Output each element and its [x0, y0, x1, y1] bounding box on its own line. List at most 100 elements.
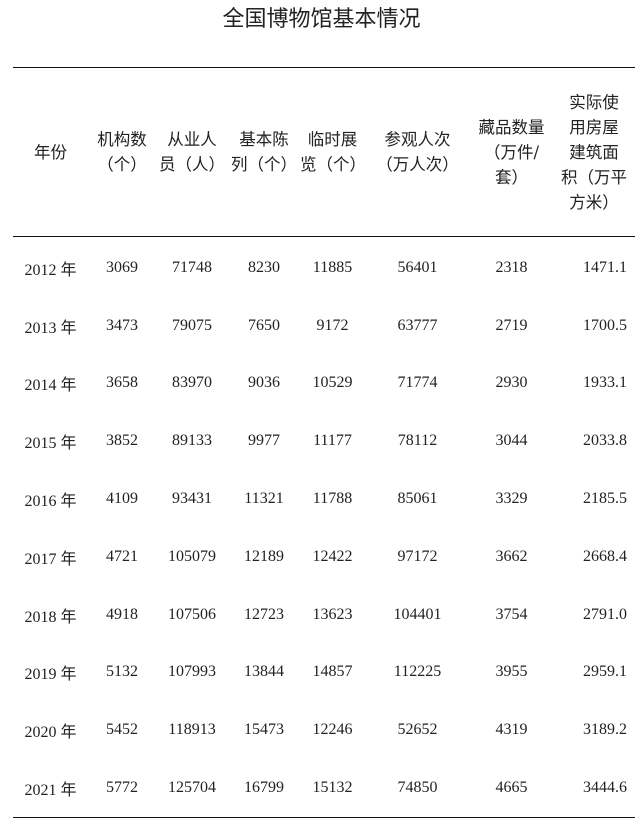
value-cell: 4665 [495, 779, 528, 797]
column-header: 从业人 员（人） [159, 130, 225, 174]
table-row: 2018 年 4918 107506 12723 13623 104401 3754 2791… [13, 586, 635, 644]
value-cell: 4918 [106, 605, 138, 623]
column-header: 参观人次 （万人次） [376, 130, 459, 174]
value-cell: 16799 [244, 779, 284, 797]
value-cell: 52652 [397, 721, 438, 739]
value-cell: 9977 [248, 432, 280, 450]
value-cell: 1700.5 [583, 316, 627, 334]
value-cell: 74850 [397, 779, 438, 797]
value-cell: 7650 [248, 316, 280, 334]
column-header: 年份 [34, 142, 67, 162]
value-cell: 3189.2 [583, 721, 627, 739]
page-title: 全国博物馆基本情况 [222, 7, 421, 32]
value-cell: 78112 [397, 432, 438, 450]
value-cell: 2959.1 [583, 663, 627, 681]
value-cell: 56401 [397, 258, 438, 276]
value-cell: 12189 [244, 547, 284, 565]
value-cell: 2033.8 [583, 432, 627, 450]
value-cell: 4109 [106, 490, 138, 508]
value-cell: 2185.5 [583, 490, 627, 508]
value-cell: 3754 [495, 605, 528, 623]
column-header: 临时展 览（个） [300, 130, 366, 174]
value-cell: 3955 [495, 663, 528, 681]
value-cell: 71748 [172, 258, 212, 276]
value-cell: 2719 [495, 316, 528, 334]
value-cell: 125704 [168, 779, 216, 797]
value-cell: 93431 [172, 490, 212, 508]
value-cell: 10529 [312, 374, 353, 392]
value-cell: 2668.4 [583, 547, 627, 565]
table-row: 2017 年 4721 105079 12189 12422 97172 3662 2668.… [13, 528, 635, 586]
value-cell: 2318 [495, 258, 528, 276]
value-cell: 3069 [106, 258, 138, 276]
year-cell: 2018 年 [24, 608, 77, 626]
value-cell: 3473 [106, 316, 138, 334]
value-cell: 97172 [397, 547, 438, 565]
column-header: 藏品数量 （万件/ 套） [478, 117, 545, 187]
value-cell: 12422 [312, 547, 353, 565]
value-cell: 4319 [495, 721, 528, 739]
value-cell: 12723 [244, 605, 284, 623]
value-cell: 2930 [495, 374, 528, 392]
year-cell: 2019 年 [24, 666, 77, 684]
value-cell: 79075 [172, 316, 212, 334]
year-cell: 2017 年 [24, 550, 77, 568]
value-cell: 5132 [106, 663, 138, 681]
value-cell: 5772 [106, 779, 138, 797]
value-cell: 11321 [244, 490, 284, 508]
value-cell: 112225 [393, 663, 442, 681]
column-header: 实际使 用房屋 建筑面 积（万平 方米） [561, 92, 627, 212]
year-cell: 2021 年 [24, 782, 77, 800]
value-cell: 107506 [168, 605, 216, 623]
year-cell: 2020 年 [24, 724, 77, 742]
value-cell: 63777 [397, 316, 438, 334]
value-cell: 11177 [313, 432, 352, 450]
value-cell: 9036 [248, 374, 280, 392]
year-cell: 2012 年 [24, 261, 77, 279]
value-cell: 118913 [168, 721, 216, 739]
value-cell: 15132 [312, 779, 353, 797]
year-cell: 2016 年 [24, 493, 77, 511]
table-row: 2013 年 3473 79075 7650 9172 63777 2719 1700.5 [13, 297, 635, 355]
value-cell: 13623 [312, 605, 353, 623]
table-row: 2021 年 5772 125704 16799 15132 74850 4665 3444.… [13, 759, 635, 817]
value-cell: 9172 [316, 316, 349, 334]
value-cell: 83970 [172, 374, 212, 392]
value-cell: 104401 [393, 605, 442, 623]
value-cell: 4721 [106, 547, 138, 565]
value-cell: 3044 [495, 432, 528, 450]
value-cell: 2791.0 [583, 605, 627, 623]
column-header: 基本陈 列（个） [231, 130, 297, 174]
value-cell: 71774 [397, 374, 438, 392]
table-row: 2020 年 5452 118913 15473 12246 52652 4319 3189.… [13, 701, 635, 759]
table-row: 2014 年 3658 83970 9036 10529 71774 2930 1933.1 [13, 355, 635, 413]
value-cell: 12246 [312, 721, 353, 739]
value-cell: 1471.1 [583, 258, 627, 276]
value-cell: 8230 [248, 258, 280, 276]
value-cell: 89133 [172, 432, 212, 450]
table-row: 2019 年 5132 107993 13844 14857 112225 3955 2959… [13, 644, 635, 702]
value-cell: 13844 [244, 663, 284, 681]
table-header: 年份 机构数 （个） 从业人 员（人） 基本陈 列（个） 临时展 览（个） 参观人次 （万… [13, 67, 635, 237]
value-cell: 3329 [495, 490, 528, 508]
table-row: 2012 年 3069 71748 8230 11885 56401 2318 1471.1 [13, 237, 635, 297]
table-row: 2015 年 3852 89133 9977 11177 78112 3044 2033.8 [13, 412, 635, 470]
value-cell: 11885 [312, 258, 353, 276]
value-cell: 14857 [312, 663, 353, 681]
year-cell: 2014 年 [24, 377, 77, 395]
value-cell: 11788 [312, 490, 353, 508]
value-cell: 15473 [244, 721, 284, 739]
year-cell: 2013 年 [24, 319, 77, 337]
table-row: 2016 年 4109 93431 11321 11788 85061 3329 2185.5 [13, 470, 635, 528]
value-cell: 3658 [106, 374, 138, 392]
museum-statistics-table: 年份 机构数 （个） 从业人 员（人） 基本陈 列（个） 临时展 览（个） 参观人次 （万… [13, 67, 635, 818]
table-body: 2012 年 3069 71748 8230 11885 56401 2318 1471.1 2… [13, 237, 635, 818]
value-cell: 107993 [168, 663, 216, 681]
value-cell: 1933.1 [583, 374, 627, 392]
value-cell: 105079 [168, 547, 216, 565]
column-header: 机构数 （个） [97, 130, 147, 174]
value-cell: 85061 [397, 490, 438, 508]
header-row: 年份 机构数 （个） 从业人 员（人） 基本陈 列（个） 临时展 览（个） 参观人次 （万… [13, 68, 635, 237]
value-cell: 3852 [106, 432, 138, 450]
value-cell: 3444.6 [583, 779, 627, 797]
